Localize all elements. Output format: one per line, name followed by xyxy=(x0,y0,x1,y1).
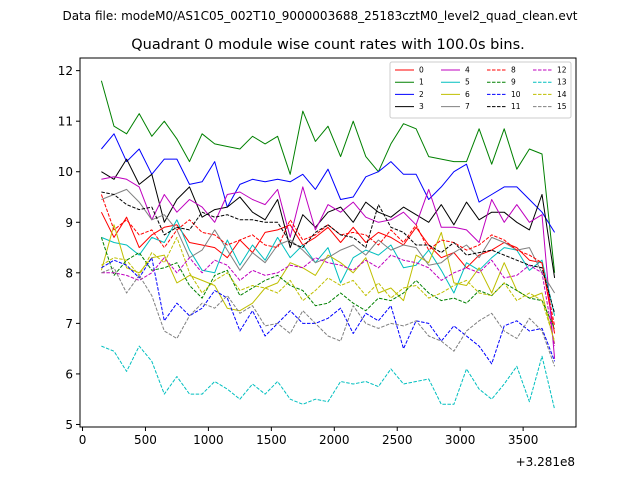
x-tick-label: 2000 xyxy=(319,433,350,447)
series-line-9 xyxy=(100,237,556,329)
y-tick-label: 9 xyxy=(65,216,73,230)
series-line-13 xyxy=(101,345,556,410)
y-tick-label: 12 xyxy=(58,64,73,78)
series-line-5 xyxy=(101,219,556,316)
x-tick-label: 1000 xyxy=(193,433,224,447)
series-line-15 xyxy=(101,267,556,367)
series-line-0 xyxy=(100,211,556,334)
y-axis: 5 6 7 8 9 10 11 12 xyxy=(58,64,80,432)
legend-label: 5 xyxy=(465,78,470,87)
chart-title: Quadrant 0 module wise count rates with … xyxy=(131,37,525,53)
suptitle: Data file: modeM0/AS1C05_002T10_90000036… xyxy=(62,9,577,23)
y-tick-label: 8 xyxy=(65,266,73,280)
legend-label: 12 xyxy=(557,66,567,75)
series-line-1 xyxy=(100,80,556,273)
x-tick-label: 500 xyxy=(134,433,157,447)
y-tick-label: 6 xyxy=(65,367,73,381)
series-line-6 xyxy=(100,224,556,344)
x-axis: 0 500 1000 1500 2000 2500 3000 3500 xyxy=(79,427,539,447)
legend-label: 4 xyxy=(465,66,470,75)
legend-label: 6 xyxy=(465,90,470,99)
series-line-3 xyxy=(101,158,556,278)
x-tick-label: 3500 xyxy=(508,433,539,447)
legend-label: 10 xyxy=(511,90,521,99)
legend-label: 3 xyxy=(419,102,424,111)
series-line-14 xyxy=(101,236,556,342)
legend-label: 1 xyxy=(419,78,424,87)
legend-label: 11 xyxy=(511,102,521,111)
y-tick-label: 5 xyxy=(65,418,73,432)
x-tick-label: 1500 xyxy=(256,433,287,447)
y-tick-label: 11 xyxy=(58,115,73,129)
y-tick-label: 7 xyxy=(65,317,73,331)
legend-label: 8 xyxy=(511,66,516,75)
legend-label: 14 xyxy=(557,90,567,99)
plot-area xyxy=(80,58,576,427)
x-tick-label: 3000 xyxy=(445,433,476,447)
legend-box xyxy=(389,61,572,119)
series-line-8 xyxy=(100,194,556,326)
series-line-2 xyxy=(101,133,556,233)
x-tick-label: 0 xyxy=(79,433,87,447)
series-line-4 xyxy=(101,176,556,359)
legend-label: 15 xyxy=(557,102,567,111)
x-tick-label: 2500 xyxy=(382,433,413,447)
series-line-12 xyxy=(101,254,556,347)
series-line-10 xyxy=(101,257,556,365)
legend-label: 7 xyxy=(465,102,470,111)
y-tick-label: 10 xyxy=(58,165,73,179)
legend-label: 9 xyxy=(511,78,516,87)
legend-label: 0 xyxy=(419,66,424,75)
legend-label: 13 xyxy=(557,78,567,87)
x-offset-label: +3.281e8 xyxy=(516,455,575,469)
plot-frame xyxy=(79,57,577,428)
series-line-11 xyxy=(101,191,556,314)
series-layer xyxy=(100,80,556,410)
legend-label: 2 xyxy=(419,90,424,99)
